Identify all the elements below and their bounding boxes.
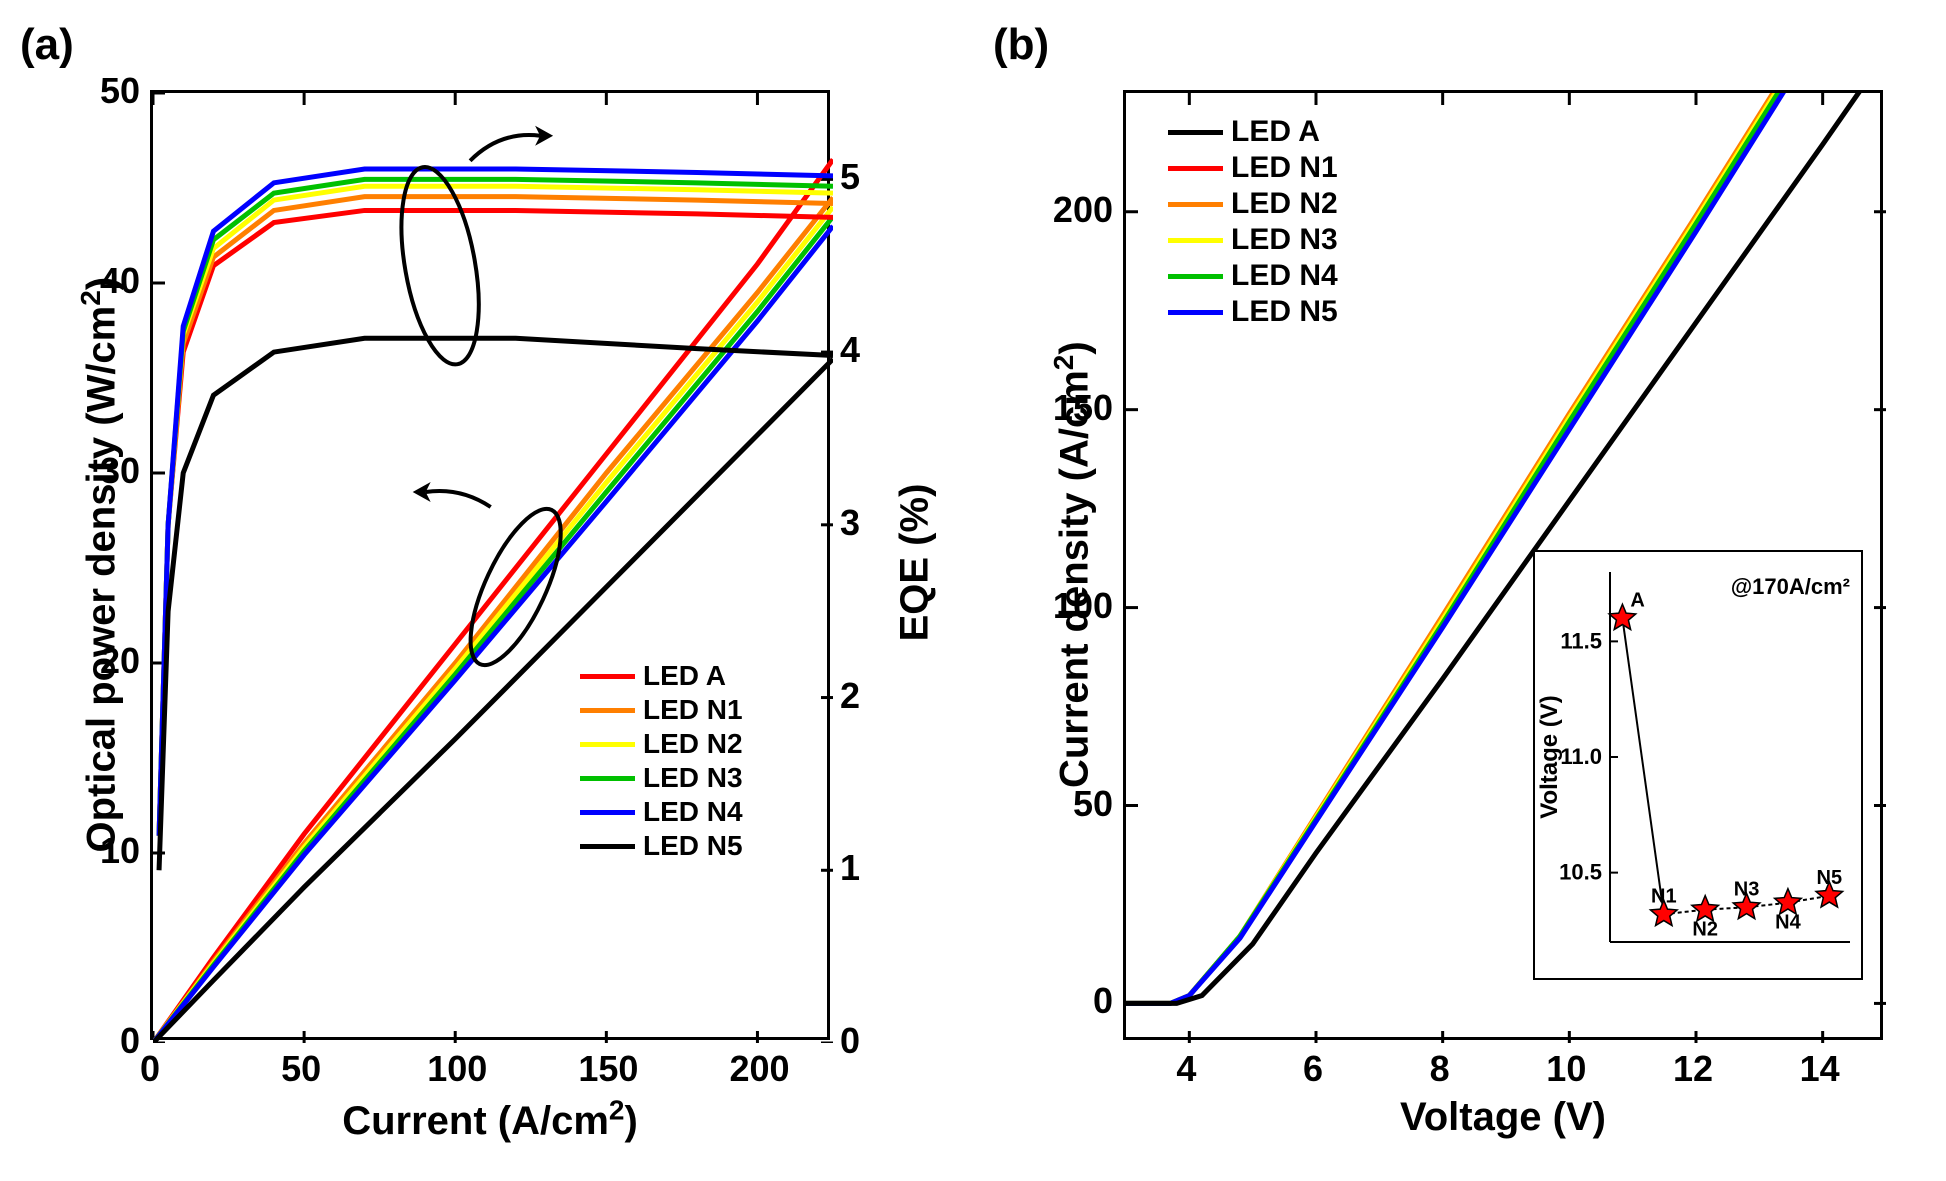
- panel-b-label: (b): [993, 20, 1049, 70]
- tick-label: 10: [1541, 1048, 1591, 1090]
- legend-item: LED N4: [1168, 259, 1338, 293]
- tick-label: 150: [578, 1048, 628, 1090]
- svg-text:N2: N2: [1692, 919, 1718, 941]
- tick-label: 1: [840, 847, 880, 889]
- tick-label: 50: [1043, 783, 1113, 825]
- tick-label: 100: [1043, 585, 1113, 627]
- panel-b-xlabel: Voltage (V): [1123, 1095, 1883, 1140]
- svg-text:A: A: [1630, 589, 1644, 611]
- xlabel-text-b: Voltage (V): [1400, 1095, 1606, 1139]
- tick-label: 6: [1288, 1048, 1338, 1090]
- legend-item: LED N2: [580, 728, 743, 760]
- svg-text:N4: N4: [1775, 912, 1801, 934]
- tick-label: 100: [427, 1048, 477, 1090]
- legend-text: LED A: [1231, 115, 1320, 149]
- panel-a-xlabel: Current (A/cm2): [150, 1095, 830, 1144]
- tick-label: 8: [1415, 1048, 1465, 1090]
- legend-text: LED N3: [643, 762, 743, 794]
- svg-text:N5: N5: [1817, 867, 1843, 889]
- legend-text: LED N5: [643, 830, 743, 862]
- legend-color-swatch: [1168, 310, 1223, 315]
- legend-color-swatch: [580, 776, 635, 781]
- legend-text: LED N5: [1231, 295, 1338, 329]
- legend-color-swatch: [580, 844, 635, 849]
- panel-a-legend: LED ALED N1LED N2LED N3LED N4LED N5: [580, 660, 743, 862]
- tick-label: 0: [1043, 980, 1113, 1022]
- figure-container: (a) Optical power density (W/cm2) EQE (%…: [0, 0, 1946, 1181]
- legend-color-swatch: [1168, 274, 1223, 279]
- legend-text: LED N1: [1231, 151, 1338, 185]
- legend-color-swatch: [580, 708, 635, 713]
- legend-color-swatch: [1168, 130, 1223, 135]
- svg-text:10.5: 10.5: [1559, 860, 1602, 885]
- tick-label: 50: [90, 70, 140, 112]
- svg-text:11.5: 11.5: [1560, 628, 1602, 653]
- svg-text:11.0: 11.0: [1560, 744, 1602, 769]
- legend-text: LED N2: [1231, 187, 1338, 221]
- legend-item: LED N5: [1168, 295, 1338, 329]
- tick-label: 150: [1043, 387, 1113, 429]
- y1label-text: Optical power density (W/cm2): [80, 277, 124, 853]
- panel-b-legend: LED ALED N1LED N2LED N3LED N4LED N5: [1168, 115, 1338, 329]
- svg-text:Voltage (V): Voltage (V): [1536, 695, 1563, 819]
- xlabel-text: Current (A/cm2): [342, 1099, 638, 1143]
- tick-label: 10: [90, 830, 140, 872]
- panel-b: (b) Current density (A/cm2) Voltage (V) …: [993, 20, 1926, 1161]
- tick-label: 20: [90, 640, 140, 682]
- svg-text:@170A/cm²: @170A/cm²: [1731, 574, 1850, 599]
- legend-item: LED A: [580, 660, 743, 692]
- legend-text: LED N1: [643, 694, 743, 726]
- tick-label: 200: [1043, 189, 1113, 231]
- tick-label: 2: [840, 675, 880, 717]
- tick-label: 200: [729, 1048, 779, 1090]
- legend-text: LED N3: [1231, 223, 1338, 257]
- legend-item: LED N4: [580, 796, 743, 828]
- panel-a-svg: [153, 93, 833, 1043]
- legend-text: LED A: [643, 660, 726, 692]
- tick-label: 5: [840, 156, 880, 198]
- panel-b-ylabel: Current density (A/cm2): [1048, 285, 1097, 845]
- tick-label: 3: [840, 502, 880, 544]
- svg-text:N1: N1: [1651, 885, 1677, 907]
- panel-b-inset: 10.5 11.0 11.5 A N1 N2 N3 N4 N5 Voltage (V) @170A/…: [1533, 550, 1863, 980]
- panel-a-y2label: EQE (%): [893, 463, 938, 663]
- legend-color-swatch: [1168, 202, 1223, 207]
- legend-color-swatch: [580, 674, 635, 679]
- tick-label: 0: [90, 1020, 140, 1062]
- svg-text:N3: N3: [1734, 878, 1760, 900]
- panel-b-inset-svg: 10.5 11.0 11.5 A N1 N2 N3 N4 N5 Voltage (V) @170A/…: [1535, 552, 1865, 982]
- legend-item: LED N3: [580, 762, 743, 794]
- legend-item: LED N1: [580, 694, 743, 726]
- tick-label: 4: [840, 329, 880, 371]
- tick-label: 50: [276, 1048, 326, 1090]
- legend-item: LED N5: [580, 830, 743, 862]
- legend-text: LED N4: [1231, 259, 1338, 293]
- y2label-text: EQE (%): [893, 484, 937, 642]
- legend-color-swatch: [580, 742, 635, 747]
- tick-label: 40: [90, 260, 140, 302]
- tick-label: 30: [90, 450, 140, 492]
- legend-color-swatch: [1168, 238, 1223, 243]
- legend-color-swatch: [580, 810, 635, 815]
- legend-text: LED N2: [643, 728, 743, 760]
- legend-color-swatch: [1168, 166, 1223, 171]
- legend-text: LED N4: [643, 796, 743, 828]
- tick-label: 0: [840, 1020, 880, 1062]
- tick-label: 12: [1668, 1048, 1718, 1090]
- panel-a-plot-area: [150, 90, 830, 1040]
- panel-a: (a) Optical power density (W/cm2) EQE (%…: [20, 20, 953, 1161]
- panel-a-y1label: Optical power density (W/cm2): [75, 215, 124, 915]
- panel-a-label: (a): [20, 20, 74, 70]
- legend-item: LED N3: [1168, 223, 1338, 257]
- tick-label: 4: [1161, 1048, 1211, 1090]
- legend-item: LED N1: [1168, 151, 1338, 185]
- legend-item: LED A: [1168, 115, 1338, 149]
- legend-item: LED N2: [1168, 187, 1338, 221]
- tick-label: 14: [1795, 1048, 1845, 1090]
